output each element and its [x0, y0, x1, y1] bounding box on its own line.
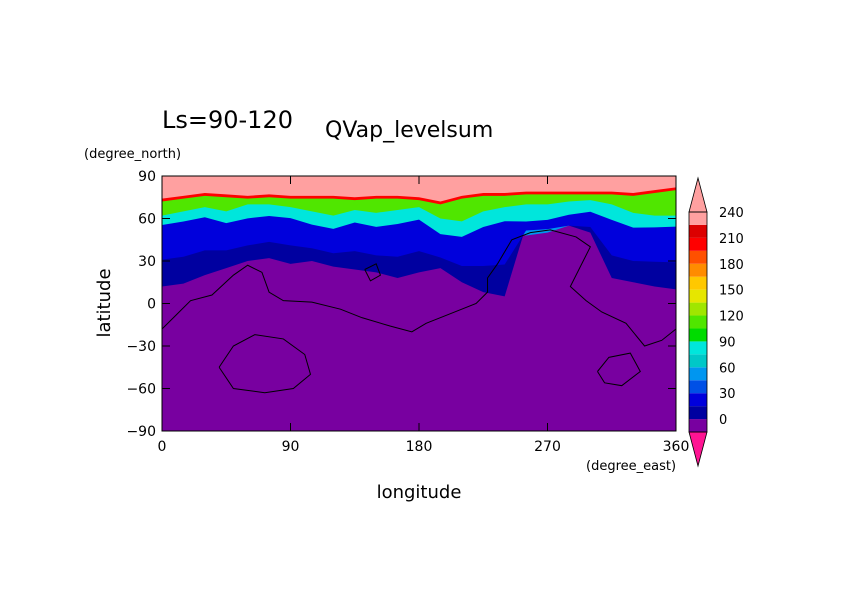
colorbar-swatch — [689, 315, 707, 329]
colorbar-tick-label: 180 — [719, 258, 744, 273]
colorbar-swatch — [689, 380, 707, 394]
chart-title: Ls=90-120 — [162, 106, 293, 134]
colorbar-tick-label: 150 — [719, 284, 744, 299]
contour-line-main — [161, 229, 677, 347]
contour-line-basin-west — [218, 334, 312, 394]
topography-contours — [161, 229, 677, 394]
y-axis-label: latitude — [94, 268, 115, 337]
colorbar-frame — [688, 211, 708, 433]
colorbar-swatch — [689, 341, 707, 355]
y-ticks: 90 60 30 0 −30 −60 −90 — [126, 169, 676, 440]
colorbar-swatch — [689, 263, 707, 277]
plot-field — [162, 176, 676, 431]
x-tick-label: 270 — [534, 439, 561, 455]
colorbar-swatch — [689, 237, 707, 251]
colorbar-swatch — [689, 328, 707, 342]
contour-line-basin-east — [597, 352, 641, 387]
y-tick-label: −30 — [126, 339, 156, 355]
colorbar-swatch — [689, 212, 707, 225]
y-tick-label: 60 — [138, 212, 156, 228]
colorbar-swatch — [689, 250, 707, 264]
y-unit-label: (degree_north) — [84, 147, 181, 162]
colorbar-tick-label: 60 — [719, 361, 736, 376]
y-tick-label: 30 — [138, 254, 156, 270]
y-tick-label: −90 — [126, 424, 156, 440]
colorbar-swatch — [689, 367, 707, 381]
colorbar: 0 30 60 90 120 150 180 210 240 — [688, 176, 744, 468]
colorbar-tick-label: 90 — [719, 335, 736, 350]
colorbar-swatch — [689, 406, 707, 420]
y-tick-label: −60 — [126, 382, 156, 398]
colorbar-under-triangle — [688, 431, 708, 468]
y-tick-label: 90 — [138, 169, 156, 185]
colorbar-tick-label: 0 — [719, 413, 727, 428]
colorbar-swatch — [689, 289, 707, 303]
x-tick-label: 360 — [663, 439, 690, 455]
colorbar-swatch — [689, 276, 707, 290]
y-tick-label: 0 — [147, 297, 156, 313]
colorbar-tick-label: 30 — [719, 387, 736, 402]
contour-line-small — [364, 263, 382, 282]
colorbar-swatch — [689, 393, 707, 407]
colorbar-swatch — [689, 354, 707, 368]
x-ticks: 0 90 180 270 360 — [158, 176, 690, 455]
x-tick-label: 90 — [282, 439, 300, 455]
x-tick-label: 180 — [406, 439, 433, 455]
colorbar-swatch — [689, 419, 707, 432]
colorbar-tick-label: 240 — [719, 206, 744, 221]
colorbar-tick-label: 120 — [719, 310, 744, 325]
x-tick-label: 0 — [158, 439, 167, 455]
colorbar-swatch — [689, 224, 707, 238]
x-axis-label: longitude — [377, 482, 462, 503]
colorbar-over-triangle — [688, 176, 708, 213]
colorbar-tick-label: 210 — [719, 232, 744, 247]
colorbar-swatch — [689, 302, 707, 316]
x-unit-label: (degree_east) — [586, 459, 676, 474]
chart-subtitle: QVap_levelsum — [325, 118, 493, 143]
